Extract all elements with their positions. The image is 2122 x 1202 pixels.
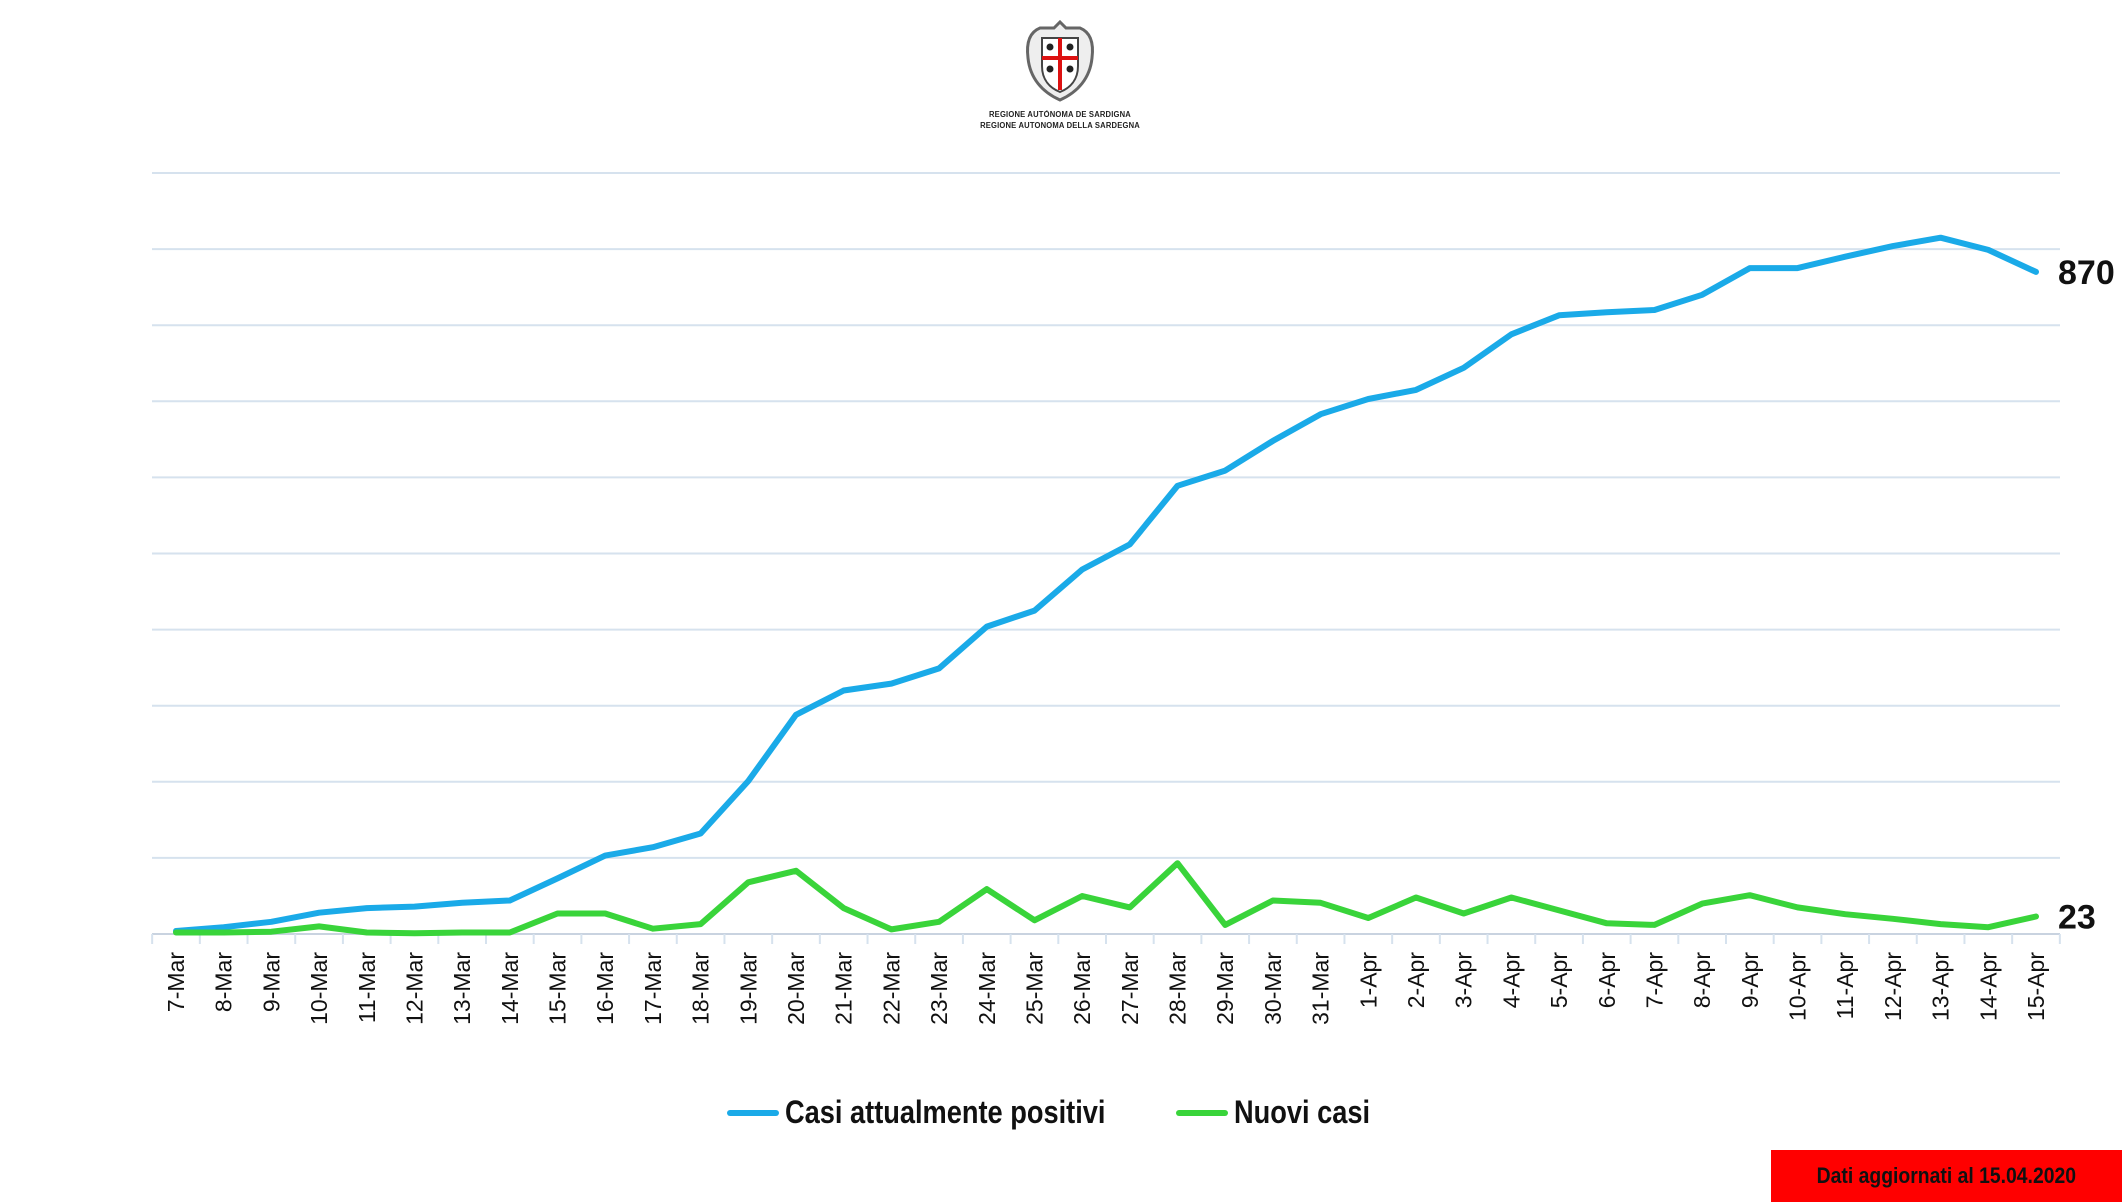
series-lines: [173, 234, 2039, 937]
x-tick-labels: 7-Mar 8-Mar 9-Mar 10-Mar 11-Mar 12-Mar 13-Mar 1…: [163, 952, 2049, 1025]
x-tick-label: 31-Mar: [1308, 952, 1334, 1025]
x-tick-label: 15-Mar: [545, 952, 571, 1025]
x-tick-label: 23-Mar: [926, 952, 952, 1025]
logo-text-sardinian: REGIONE AUTÒNOMA DE SARDIGNA: [989, 110, 1131, 119]
x-tick-label: 2-Apr: [1403, 952, 1429, 1009]
x-tick-label: 19-Mar: [735, 952, 761, 1025]
series-line-new-cases: [173, 860, 2039, 937]
gridlines: [152, 172, 2060, 935]
legend-label-new-cases: Nuovi casi: [1234, 1094, 1371, 1130]
x-tick-label: 8-Mar: [211, 952, 237, 1012]
legend-item-active-cases: Casi attualmente positivi: [727, 1094, 1162, 1131]
x-tick-label: 18-Mar: [688, 952, 714, 1025]
x-tick-label: 10-Apr: [1785, 952, 1811, 1021]
end-value-label: 23: [2058, 898, 2096, 936]
x-ticks: [151, 934, 2061, 944]
legend-swatch-active-cases: [727, 1109, 780, 1116]
x-tick-label: 25-Mar: [1021, 952, 1047, 1025]
x-tick-label: 13-Mar: [449, 952, 475, 1025]
x-tick-label: 17-Mar: [640, 952, 666, 1025]
legend: Casi attualmente positivi Nuovi casi: [0, 1094, 2122, 1131]
x-tick-label: 30-Mar: [1260, 952, 1286, 1025]
x-tick-label: 11-Apr: [1832, 952, 1858, 1020]
x-tick-label: 21-Mar: [831, 952, 857, 1025]
x-tick-label: 27-Mar: [1117, 952, 1143, 1025]
x-tick-label: 20-Mar: [783, 952, 809, 1025]
x-tick-label: 10-Mar: [306, 952, 332, 1025]
x-tick-label: 24-Mar: [974, 952, 1000, 1025]
x-tick-label: 14-Apr: [1975, 952, 2001, 1021]
sardinia-coat-of-arms-icon: [1026, 19, 1094, 102]
x-tick-label: 8-Apr: [1689, 952, 1715, 1009]
region-logo: REGIONE AUTÒNOMA DE SARDIGNA REGIONE AUT…: [960, 18, 1160, 131]
x-tick-label: 11-Mar: [354, 952, 380, 1023]
legend-label-active-cases: Casi attualmente positivi: [785, 1094, 1106, 1130]
series-line-active-cases: [173, 234, 2039, 934]
x-tick-label: 13-Apr: [1928, 952, 1954, 1021]
x-tick-label: 16-Mar: [592, 952, 618, 1025]
x-tick-label: 9-Apr: [1737, 952, 1763, 1009]
x-tick-label: 1-Apr: [1355, 952, 1381, 1009]
x-tick-label: 3-Apr: [1451, 952, 1477, 1009]
update-date-text: Dati aggiornati al 15.04.2020: [1816, 1163, 2077, 1188]
x-tick-label: 26-Mar: [1069, 952, 1095, 1025]
x-tick-label: 7-Mar: [163, 952, 189, 1012]
x-tick-label: 28-Mar: [1165, 952, 1191, 1025]
x-tick-label: 12-Apr: [1880, 952, 1906, 1021]
x-tick-label: 15-Apr: [2023, 952, 2049, 1021]
update-date-badge: Dati aggiornati al 15.04.2020: [1771, 1150, 2122, 1202]
x-tick-label: 12-Mar: [401, 952, 427, 1025]
x-tick-label: 4-Apr: [1498, 952, 1524, 1009]
x-tick-label: 14-Mar: [497, 952, 523, 1025]
x-tick-label: 7-Apr: [1641, 952, 1667, 1009]
end-value-label: 870: [2058, 254, 2115, 292]
x-tick-label: 29-Mar: [1212, 952, 1238, 1025]
legend-swatch-new-cases: [1176, 1109, 1229, 1116]
legend-item-new-cases: Nuovi casi: [1176, 1094, 1394, 1131]
x-tick-label: 9-Mar: [258, 952, 284, 1012]
logo-text-italian: REGIONE AUTONOMA DELLA SARDEGNA: [980, 121, 1140, 130]
x-tick-label: 22-Mar: [878, 952, 904, 1025]
x-tick-label: 5-Apr: [1546, 952, 1572, 1009]
end-labels: 870 23: [2058, 254, 2115, 937]
x-tick-label: 6-Apr: [1594, 952, 1620, 1009]
